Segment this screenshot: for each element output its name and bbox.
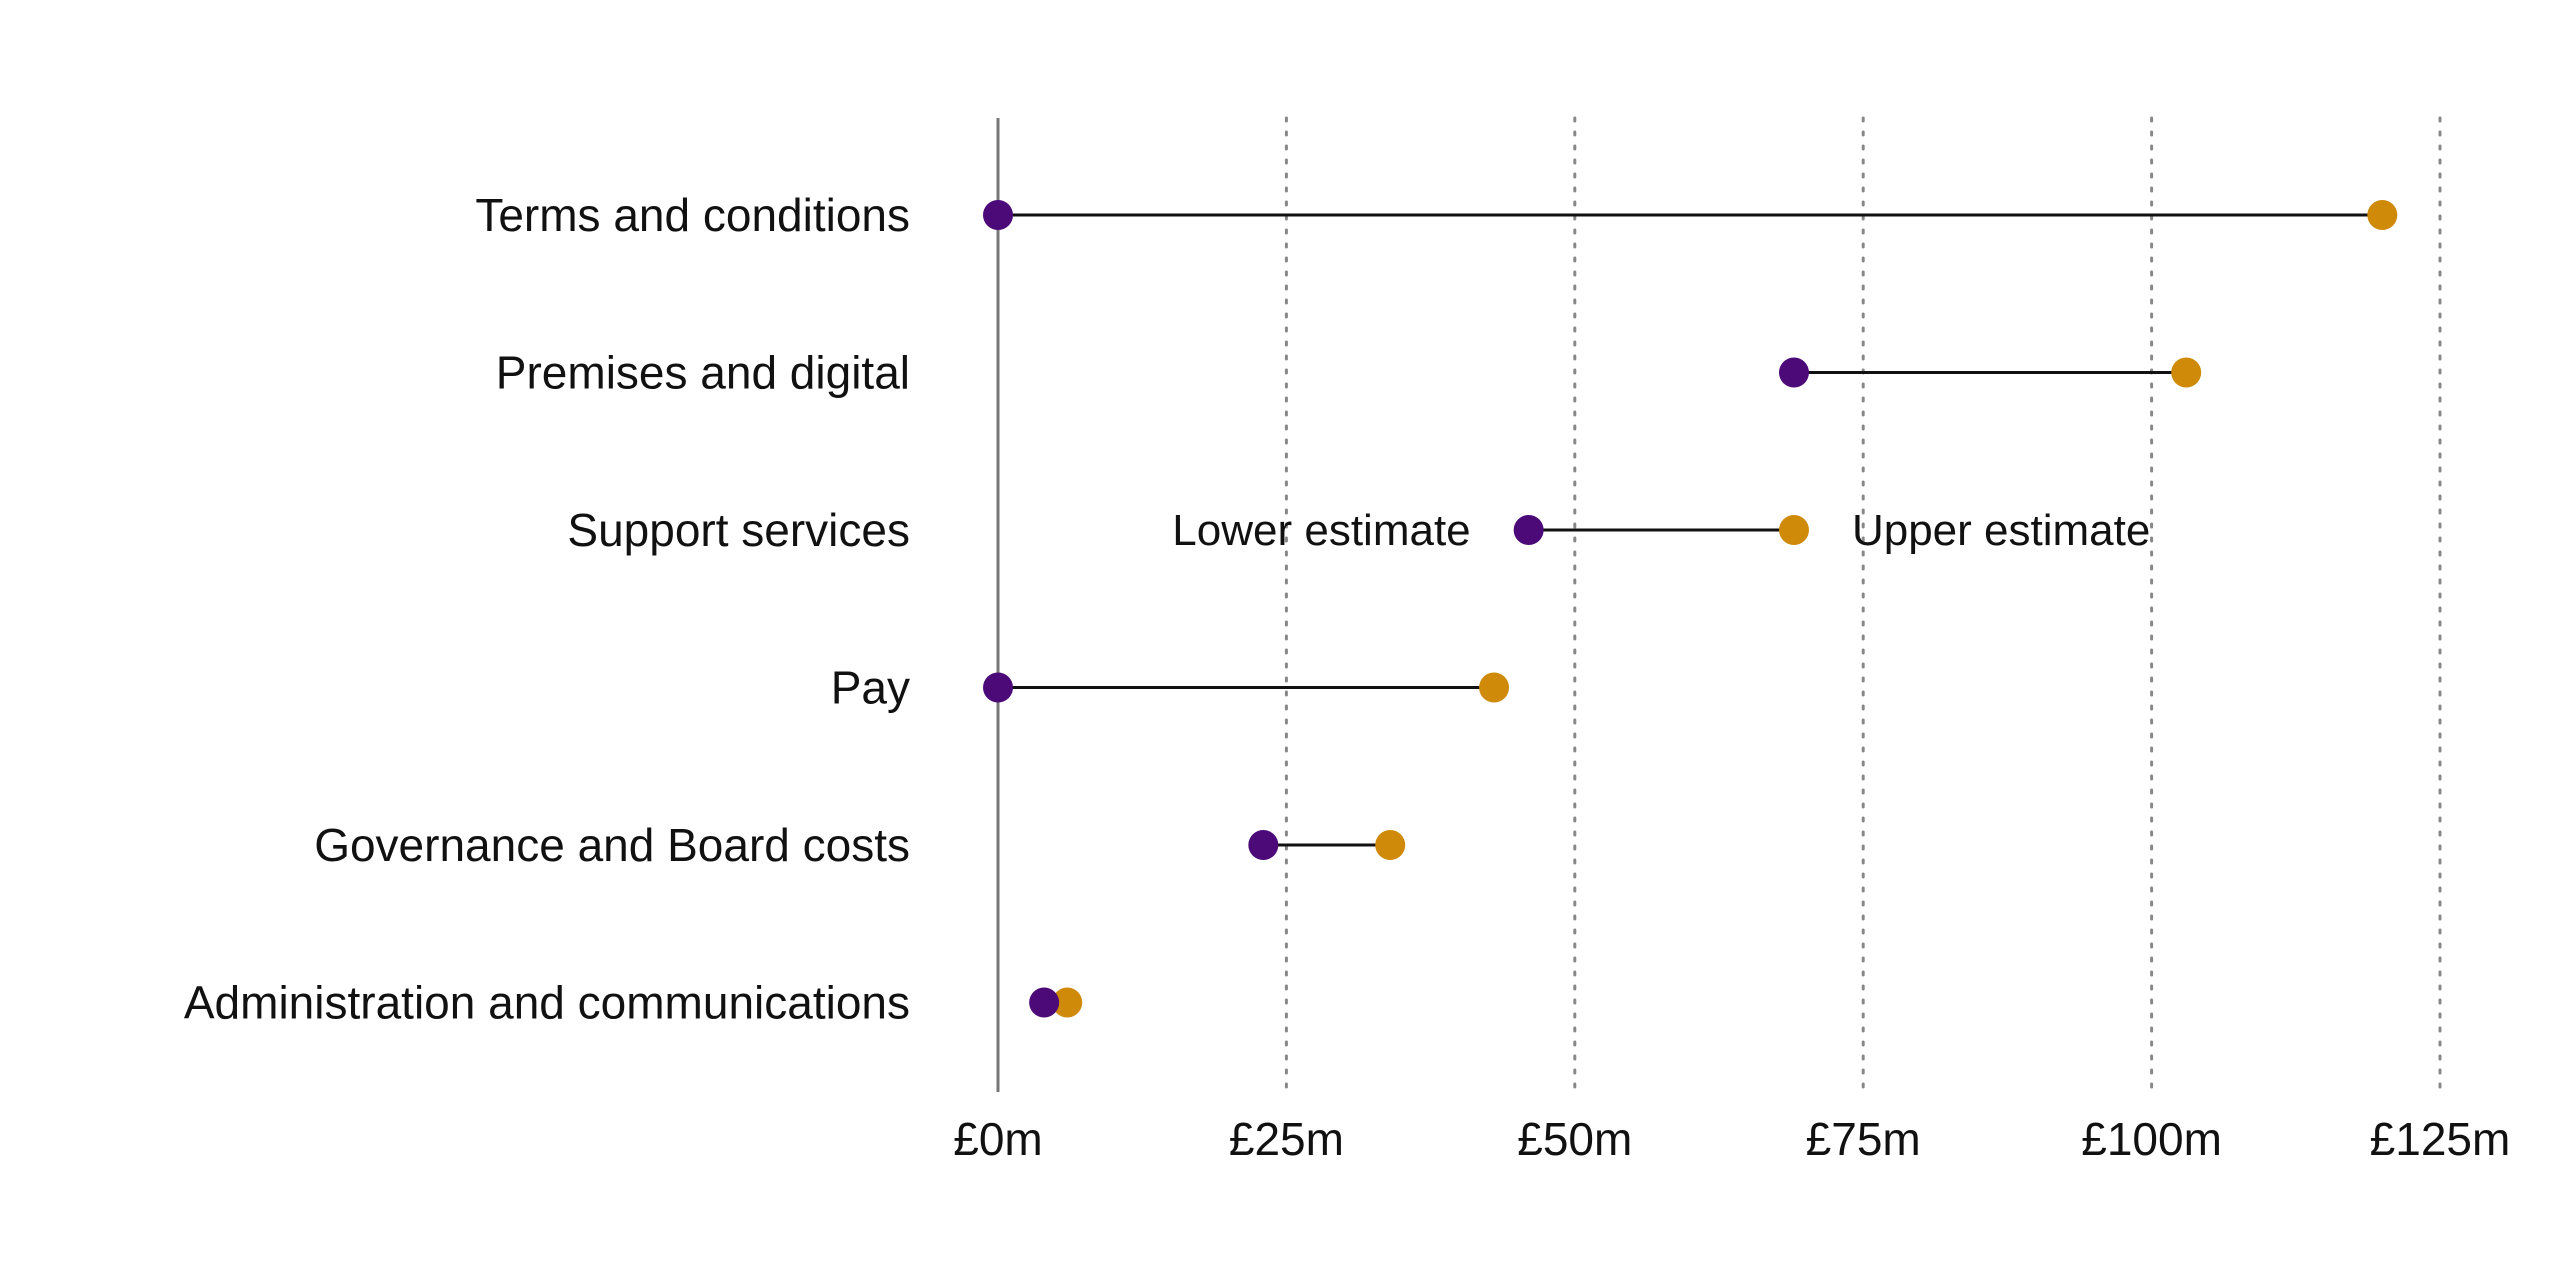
upper-estimate-point [1778, 515, 1809, 545]
category-label: Premises and digital [496, 347, 910, 399]
category-label: Support services [567, 504, 910, 556]
upper-estimate-point [1052, 987, 1083, 1018]
lower-estimate-point [1248, 830, 1279, 860]
estimate-points [983, 200, 2398, 1018]
x-tick-label: £50m [1517, 1113, 1632, 1165]
lower-estimate-point [983, 672, 1013, 703]
upper-estimate-point [2367, 200, 2398, 230]
x-tick-label: £75m [1806, 1113, 1921, 1165]
annotations: Lower estimate Upper estimate [1172, 506, 2150, 555]
lower-estimate-annotation: Lower estimate [1172, 506, 1470, 555]
category-label: Terms and conditions [475, 189, 910, 241]
lower-estimate-point [1778, 357, 1809, 388]
category-label: Administration and communications [184, 977, 910, 1029]
upper-estimate-point [2171, 357, 2202, 388]
category-labels: Terms and conditions Premises and digital… [184, 189, 910, 1029]
x-tick-label: £25m [1229, 1113, 1344, 1165]
category-label: Pay [831, 662, 910, 714]
upper-estimate-point [1479, 672, 1510, 703]
category-label: Governance and Board costs [314, 819, 910, 871]
x-tick-label: £0m [953, 1113, 1042, 1165]
x-tick-label: £100m [2081, 1113, 2222, 1165]
lower-estimate-point [983, 200, 1013, 230]
x-tick-label: £125m [2370, 1113, 2511, 1165]
x-tick-labels: £0m £25m £50m £75m £100m £125m [953, 1113, 2510, 1165]
lower-estimate-point [1029, 987, 1060, 1018]
grid-layer [1284, 116, 2442, 1094]
connector-lines [998, 213, 2383, 1004]
lower-estimate-point [1513, 515, 1544, 545]
upper-estimate-annotation: Upper estimate [1852, 506, 2150, 555]
upper-estimate-point [1375, 830, 1406, 860]
